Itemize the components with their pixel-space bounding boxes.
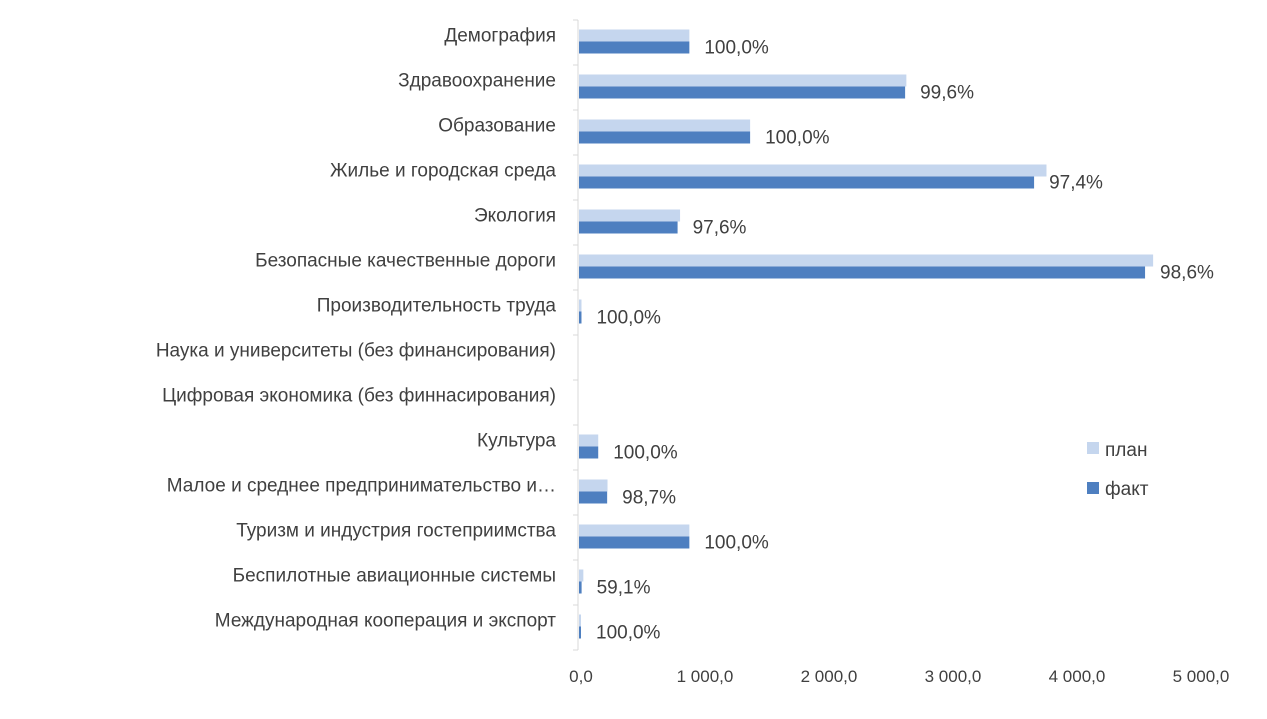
- legend-swatch-fact: [1087, 482, 1099, 494]
- category-label: Здравоохранение: [398, 71, 556, 92]
- legend-swatch-plan: [1087, 442, 1099, 454]
- category-label: Безопасные качественные дороги: [255, 251, 556, 272]
- legend-label-plan: план: [1105, 440, 1147, 461]
- data-label: 59,1%: [597, 578, 651, 599]
- legend-label-fact: факт: [1105, 479, 1149, 500]
- bar-fact: [579, 41, 690, 54]
- category-label: Наука и университеты (без финансирования…: [156, 341, 556, 362]
- x-tick-label: 5 000,0: [1173, 667, 1230, 686]
- category-label: Международная кооперация и экспорт: [215, 611, 557, 632]
- category-label: Демография: [444, 26, 556, 47]
- data-label: 97,4%: [1049, 173, 1103, 194]
- bar-fact: [579, 86, 906, 99]
- legend: план факт: [1087, 440, 1149, 500]
- bar-plan: [579, 299, 582, 312]
- bar-fact: [579, 581, 582, 594]
- bar-plan: [579, 119, 751, 132]
- category-label: Жилье и городская среда: [330, 161, 556, 182]
- data-label: 100,0%: [704, 38, 769, 59]
- bar-fact: [579, 536, 690, 549]
- category-label: Туризм и индустрия гостеприимства: [236, 521, 556, 542]
- category-label: Экология: [474, 206, 556, 227]
- data-label: 100,0%: [613, 443, 678, 464]
- bar-plan: [579, 254, 1154, 267]
- data-label: 99,6%: [920, 83, 974, 104]
- bar-plan: [579, 434, 599, 447]
- bar-plan: [579, 164, 1047, 177]
- category-label: Культура: [477, 431, 556, 452]
- data-label: 98,6%: [1160, 263, 1214, 284]
- bar-plan: [579, 74, 907, 87]
- category-axis: [573, 19, 579, 651]
- bar-fact: [579, 266, 1146, 279]
- category-label: Образование: [438, 116, 556, 137]
- bar-fact: [579, 176, 1035, 189]
- data-label: 100,0%: [596, 623, 661, 644]
- x-tick-label: 1 000,0: [677, 667, 734, 686]
- bar-plan: [579, 479, 608, 492]
- data-label: 100,0%: [765, 128, 830, 149]
- data-label: 100,0%: [596, 308, 661, 329]
- x-tick-label: 0,0: [569, 667, 593, 686]
- bar-fact: [579, 131, 751, 144]
- bar-plan: [579, 614, 581, 627]
- category-label: Цифровая экономика (без финнасирования): [162, 386, 556, 407]
- bars-layer: [579, 29, 1154, 639]
- category-labels: Демография Здравоохранение Образование Жиль…: [156, 26, 557, 632]
- data-labels: 100,0% 99,6% 100,0% 97,4% 97,6% 98,6% 100,0% 10…: [596, 38, 1214, 644]
- data-label: 98,7%: [622, 488, 676, 509]
- bar-plan: [579, 29, 690, 42]
- category-label: Производительность труда: [317, 296, 557, 317]
- x-axis-ticks: 0,0 1 000,0 2 000,0 3 000,0 4 000,0 5 000,0: [569, 667, 1229, 686]
- x-tick-label: 2 000,0: [801, 667, 858, 686]
- x-tick-label: 4 000,0: [1049, 667, 1106, 686]
- data-label: 97,6%: [693, 218, 747, 239]
- bar-plan: [579, 569, 584, 582]
- bar-fact: [579, 446, 599, 459]
- category-label: Беспилотные авиационные системы: [233, 566, 556, 587]
- category-label: Малое и среднее предпринимательство и…: [167, 476, 556, 497]
- bar-fact: [579, 491, 608, 504]
- bar-fact: [579, 311, 582, 324]
- bar-plan: [579, 209, 681, 222]
- bar-fact: [579, 221, 678, 234]
- data-label: 100,0%: [704, 533, 769, 554]
- bar-plan: [579, 524, 690, 537]
- x-tick-label: 3 000,0: [925, 667, 982, 686]
- bar-fact: [579, 626, 581, 639]
